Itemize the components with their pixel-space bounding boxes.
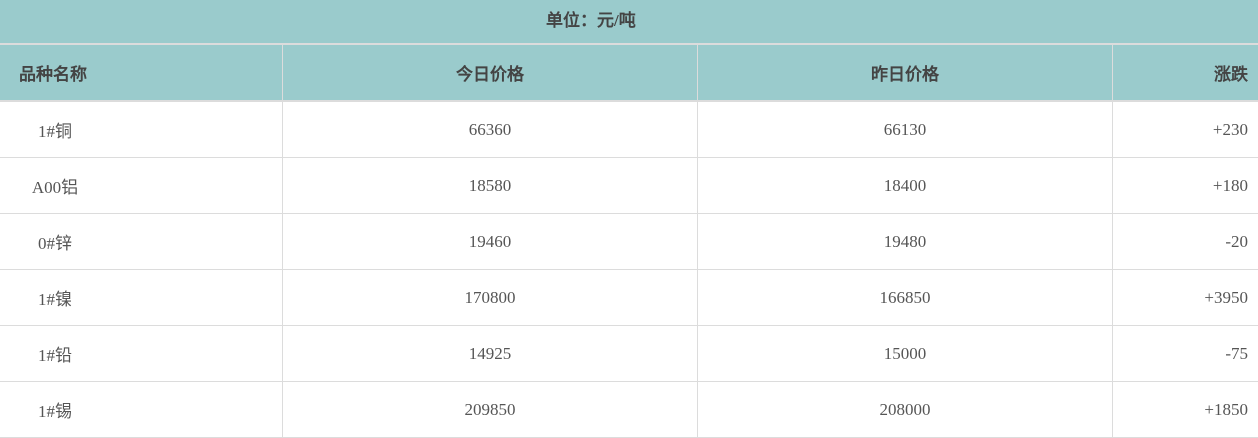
cell-today-price: 19460	[283, 214, 698, 270]
cell-today-price: 209850	[283, 382, 698, 438]
header-yesterday-price: 昨日价格	[698, 45, 1113, 101]
cell-today-price: 170800	[283, 270, 698, 326]
variety-name: 1#镍	[0, 285, 110, 310]
cell-yesterday-price: 166850	[698, 270, 1113, 326]
cell-today-price: 14925	[283, 326, 698, 382]
cell-yesterday-price: 15000	[698, 326, 1113, 382]
unit-label: 单位：元/吨	[0, 0, 1258, 45]
cell-yesterday-price: 66130	[698, 101, 1113, 158]
header-today-price: 今日价格	[283, 45, 698, 101]
cell-change: +3950	[1113, 270, 1258, 326]
cell-change: -75	[1113, 326, 1258, 382]
cell-change: +230	[1113, 101, 1258, 158]
cell-change: -20	[1113, 214, 1258, 270]
variety-name: 1#铅	[0, 341, 110, 366]
cell-name: A00铝	[0, 158, 283, 214]
variety-name: 1#锡	[0, 397, 110, 422]
cell-name: 1#锡	[0, 382, 283, 438]
cell-name: 1#铜	[0, 101, 283, 158]
cell-yesterday-price: 208000	[698, 382, 1113, 438]
cell-today-price: 18580	[283, 158, 698, 214]
variety-name: A00铝	[0, 173, 110, 198]
header-change: 涨跌	[1113, 45, 1258, 101]
header-row: 品种名称 今日价格 昨日价格 涨跌	[0, 45, 1258, 101]
cell-name: 1#镍	[0, 270, 283, 326]
cell-yesterday-price: 18400	[698, 158, 1113, 214]
variety-name: 1#铜	[0, 117, 110, 142]
cell-change: +1850	[1113, 382, 1258, 438]
cell-yesterday-price: 19480	[698, 214, 1113, 270]
header-name: 品种名称	[0, 45, 283, 101]
cell-name: 1#铅	[0, 326, 283, 382]
cell-today-price: 66360	[283, 101, 698, 158]
cell-name: 0#锌	[0, 214, 283, 270]
variety-name: 0#锌	[0, 229, 110, 254]
cell-change: +180	[1113, 158, 1258, 214]
